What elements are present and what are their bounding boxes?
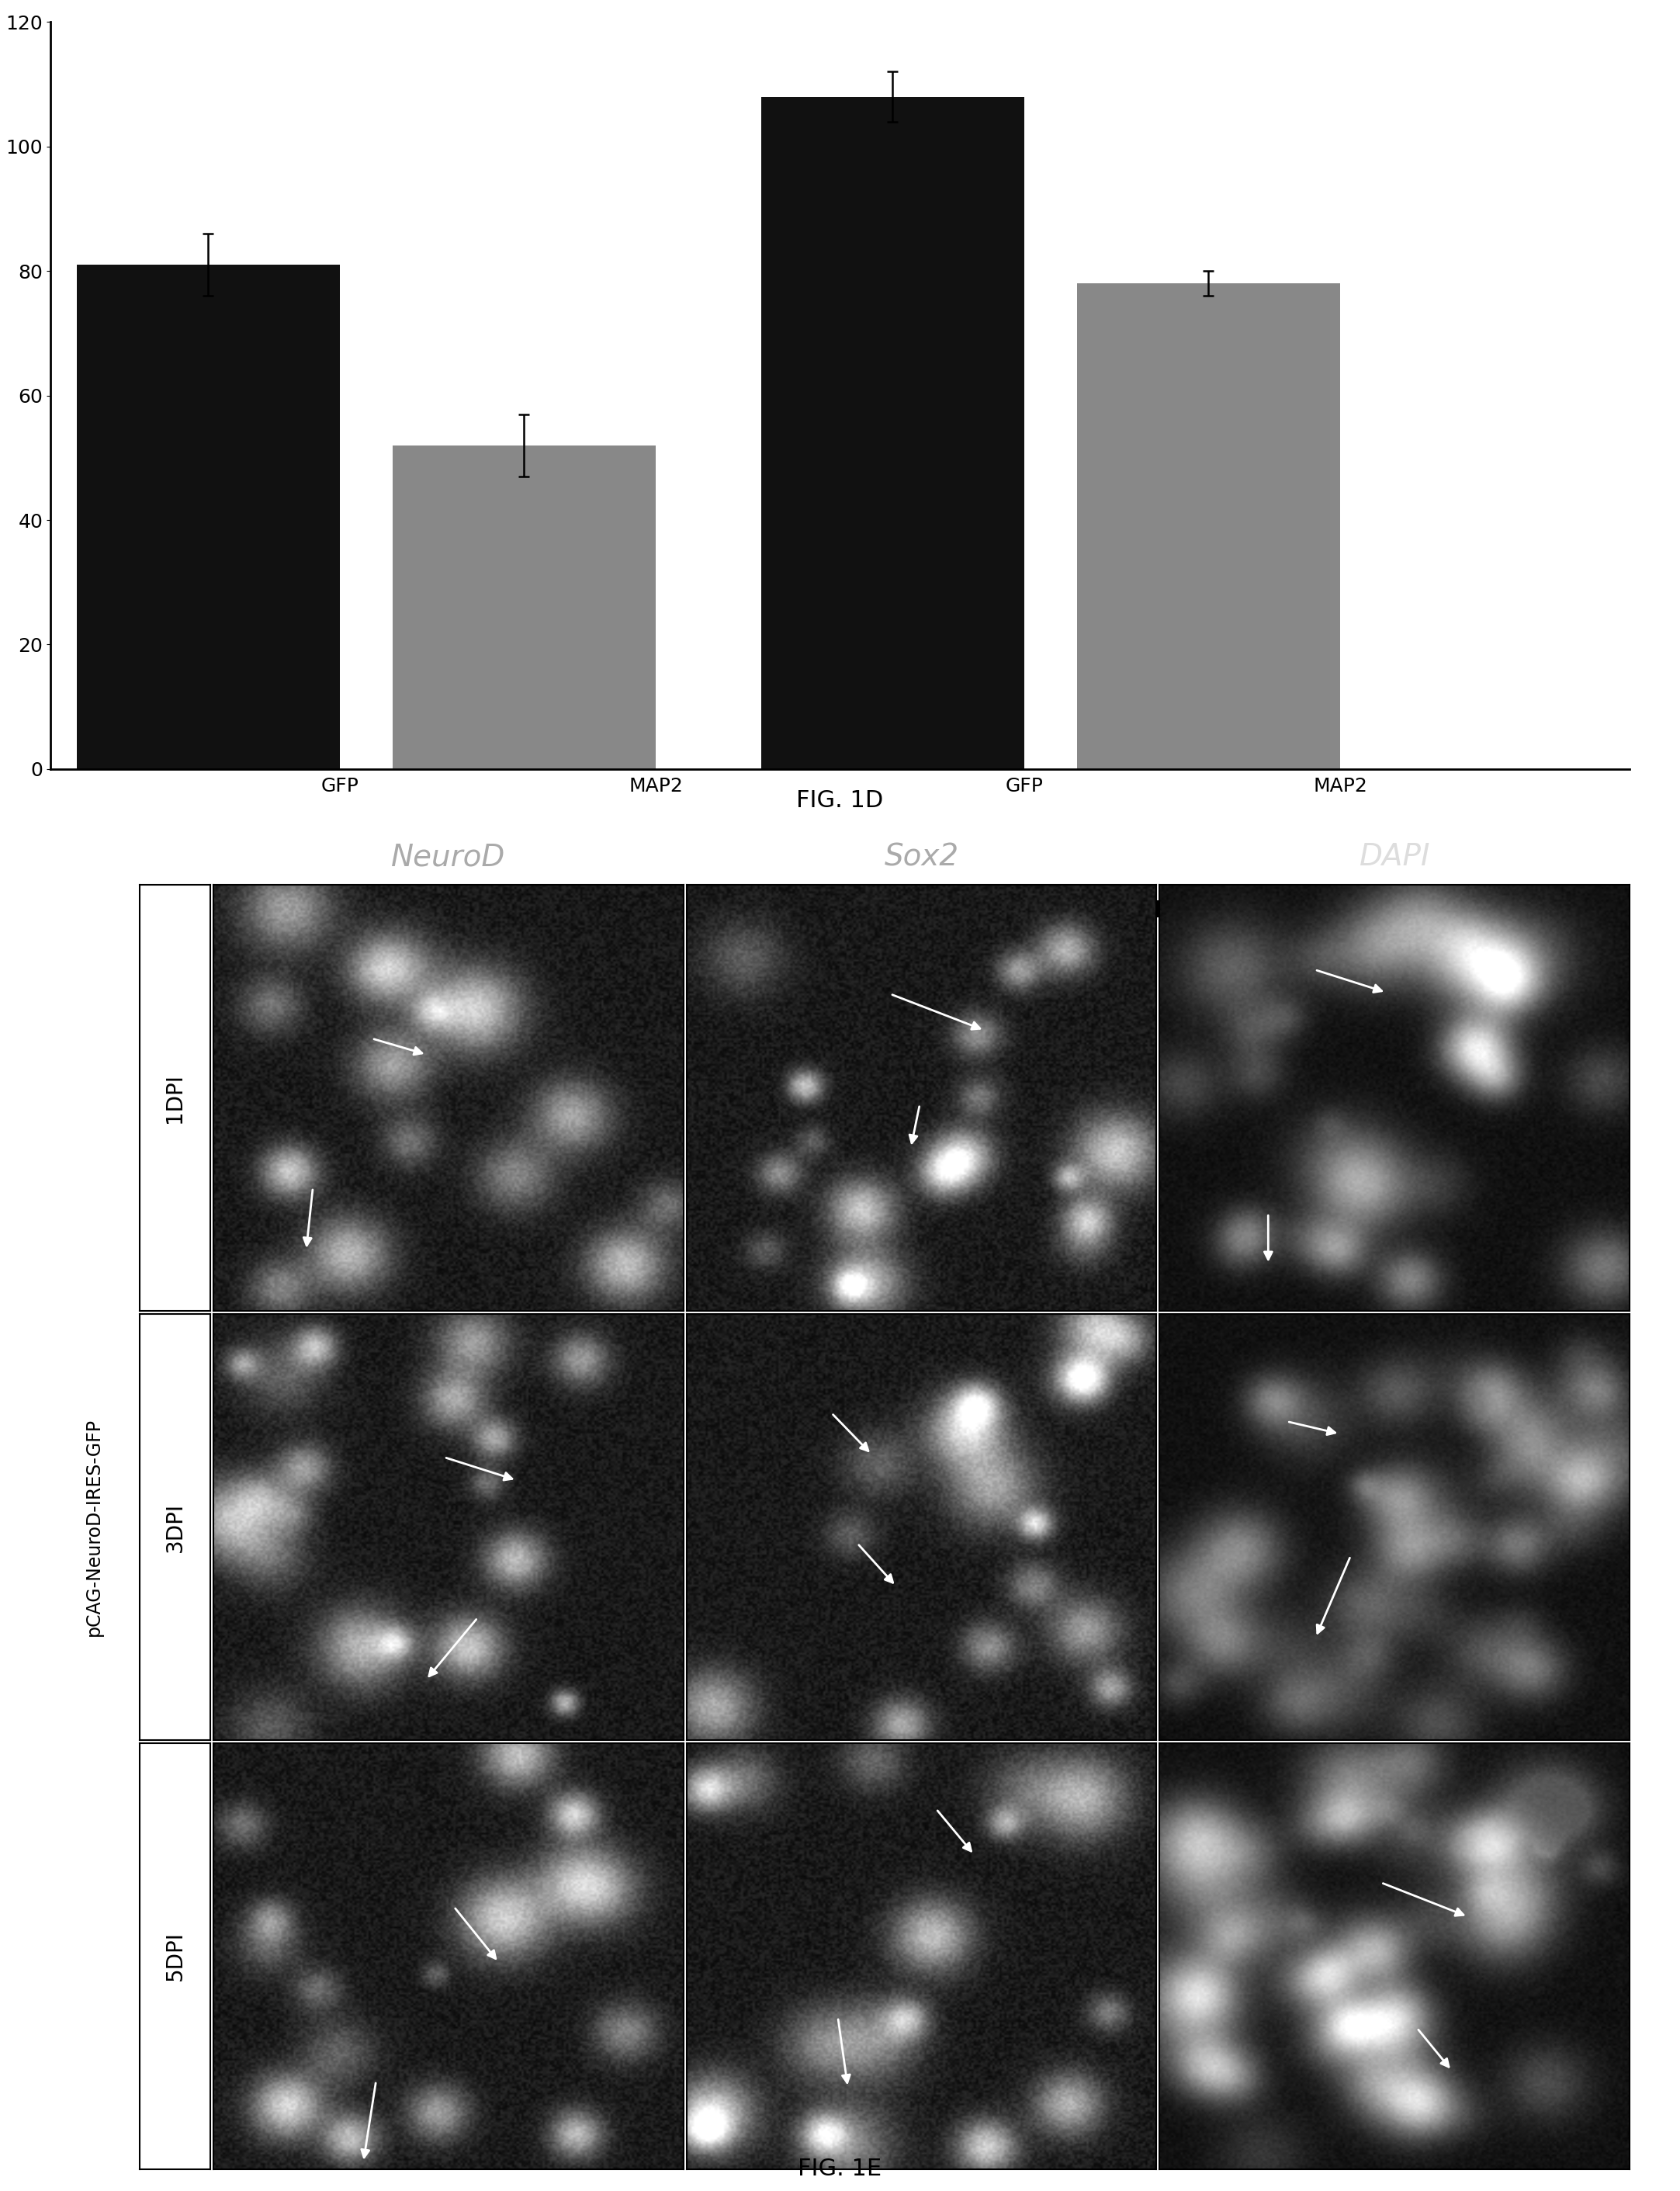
Text: 3DPI: 3DPI xyxy=(165,1503,186,1551)
Bar xyxy=(1077,283,1341,769)
Text: Sox2: Sox2 xyxy=(884,841,959,872)
Text: NeuroD: NeuroD xyxy=(391,841,506,872)
Text: 5DPI: 5DPI xyxy=(165,1930,186,1981)
Text: FIG. 1D: FIG. 1D xyxy=(796,789,884,813)
Bar xyxy=(77,265,339,769)
Text: Human: Human xyxy=(450,901,544,922)
Text: 1DPI: 1DPI xyxy=(165,1074,186,1122)
Bar xyxy=(761,96,1025,769)
Text: pCAG-NeuroD-IRES-GFP: pCAG-NeuroD-IRES-GFP xyxy=(84,1418,102,1637)
Bar xyxy=(393,445,655,769)
Text: Mouse: Mouse xyxy=(1139,901,1225,922)
Text: DAPI: DAPI xyxy=(1359,841,1430,872)
Text: FIG. 1E: FIG. 1E xyxy=(798,2158,882,2180)
